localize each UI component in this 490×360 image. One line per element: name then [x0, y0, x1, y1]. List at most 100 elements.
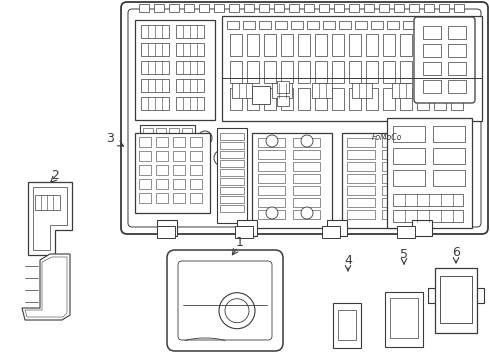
Bar: [298, 34, 310, 56]
Bar: [434, 34, 446, 56]
Bar: [281, 61, 293, 83]
Bar: [423, 26, 441, 39]
Bar: [274, 4, 284, 12]
Polygon shape: [28, 182, 72, 255]
Bar: [417, 61, 429, 83]
Bar: [173, 137, 185, 147]
Bar: [366, 34, 378, 56]
Bar: [190, 137, 202, 147]
Bar: [410, 308, 418, 338]
Bar: [371, 21, 383, 29]
Bar: [342, 133, 422, 228]
Bar: [156, 136, 166, 142]
Bar: [230, 88, 242, 110]
Bar: [332, 88, 344, 110]
Circle shape: [214, 150, 230, 166]
Bar: [258, 150, 285, 159]
Bar: [135, 133, 210, 213]
Bar: [247, 88, 259, 110]
Bar: [258, 174, 285, 183]
Bar: [435, 21, 447, 29]
Bar: [169, 136, 179, 142]
Bar: [176, 25, 204, 38]
Bar: [385, 292, 423, 347]
Bar: [259, 4, 269, 12]
Bar: [382, 162, 410, 171]
Bar: [435, 268, 477, 333]
Bar: [220, 178, 244, 185]
Bar: [347, 186, 375, 195]
Bar: [252, 86, 270, 104]
Bar: [448, 44, 466, 57]
Bar: [412, 220, 432, 236]
Bar: [156, 193, 168, 203]
Bar: [169, 4, 179, 12]
Bar: [347, 162, 375, 171]
Bar: [258, 186, 285, 195]
Bar: [419, 21, 431, 29]
Circle shape: [219, 293, 255, 329]
Bar: [347, 150, 375, 159]
Bar: [304, 4, 314, 12]
Bar: [399, 308, 407, 338]
Bar: [157, 226, 175, 238]
Bar: [392, 83, 412, 98]
Bar: [156, 144, 166, 150]
Bar: [448, 80, 466, 93]
Text: 3: 3: [106, 131, 114, 144]
Bar: [190, 165, 202, 175]
Bar: [334, 4, 344, 12]
Bar: [382, 174, 410, 183]
Text: 2: 2: [51, 168, 59, 181]
Bar: [332, 34, 344, 56]
Circle shape: [301, 135, 313, 147]
Bar: [333, 303, 361, 348]
Bar: [156, 137, 168, 147]
Bar: [332, 61, 344, 83]
Bar: [264, 88, 276, 110]
Bar: [182, 128, 192, 134]
Bar: [451, 34, 463, 56]
Bar: [184, 4, 194, 12]
Bar: [220, 160, 244, 167]
Bar: [135, 20, 215, 120]
Bar: [347, 210, 375, 219]
Bar: [393, 194, 463, 206]
Text: 5: 5: [400, 248, 408, 261]
Bar: [156, 151, 168, 161]
Bar: [190, 193, 202, 203]
Bar: [327, 220, 347, 236]
Bar: [222, 16, 482, 121]
Bar: [291, 21, 303, 29]
Bar: [433, 148, 465, 164]
Bar: [307, 21, 319, 29]
Bar: [379, 4, 389, 12]
Bar: [343, 308, 350, 336]
Bar: [190, 151, 202, 161]
Bar: [349, 4, 359, 12]
Bar: [393, 210, 463, 222]
Bar: [382, 210, 410, 219]
Bar: [169, 144, 179, 150]
Bar: [383, 88, 395, 110]
Bar: [237, 220, 257, 236]
Bar: [157, 220, 177, 236]
Polygon shape: [22, 254, 70, 320]
Bar: [259, 21, 271, 29]
Bar: [439, 4, 449, 12]
Bar: [451, 21, 463, 29]
Bar: [264, 34, 276, 56]
Bar: [220, 133, 244, 140]
Circle shape: [266, 207, 278, 219]
Bar: [335, 308, 342, 336]
Bar: [220, 169, 244, 176]
Bar: [229, 4, 239, 12]
Bar: [141, 25, 169, 38]
Bar: [387, 118, 472, 228]
Bar: [258, 162, 285, 171]
Bar: [397, 226, 415, 238]
Bar: [383, 34, 395, 56]
Bar: [293, 198, 320, 207]
Circle shape: [301, 207, 313, 219]
Text: 1: 1: [236, 235, 244, 248]
